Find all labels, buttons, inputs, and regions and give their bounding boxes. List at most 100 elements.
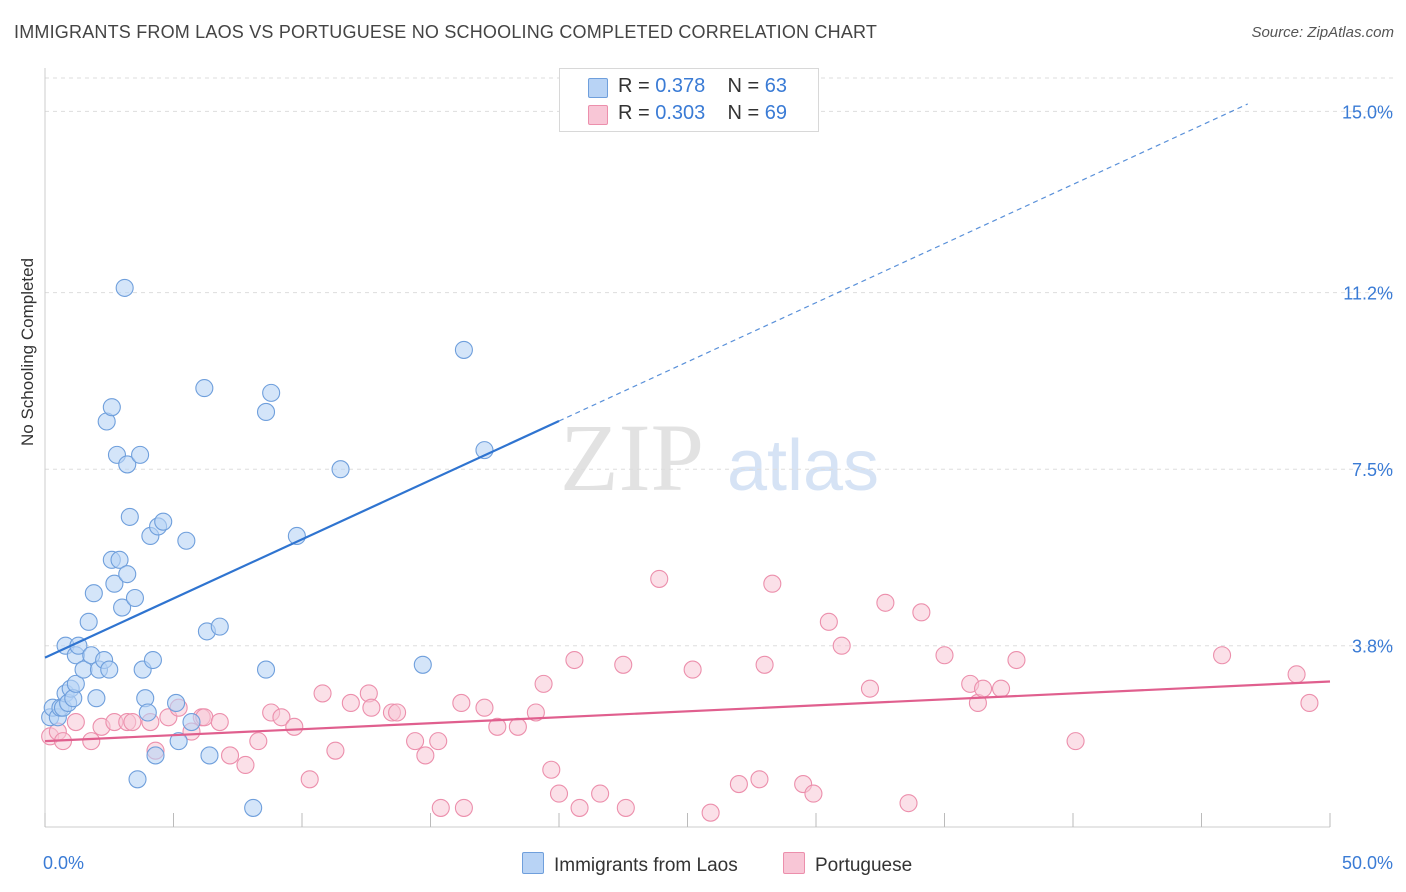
portuguese-point [614, 655, 633, 674]
laos-point [105, 574, 124, 593]
x-tick-label-min: 0.0% [43, 853, 84, 873]
portuguese-point [249, 732, 268, 751]
laos-trend-line [44, 420, 560, 659]
bottom-legend-swatch-blue [522, 852, 544, 874]
laos-point [131, 445, 150, 464]
laos-points [41, 278, 494, 817]
portuguese-point [406, 732, 425, 751]
portuguese-point [272, 708, 291, 727]
laos-point [79, 612, 98, 631]
watermark-zip: ZIP [560, 404, 704, 511]
portuguese-point [508, 717, 527, 736]
y-axis-label: No Schooling Completed [18, 257, 37, 446]
bottom-legend-portuguese: Portuguese [783, 852, 912, 877]
laos-point [138, 703, 157, 722]
portuguese-point [542, 760, 561, 779]
portuguese-point [729, 775, 748, 794]
bottom-legend-laos-label: Immigrants from Laos [554, 855, 738, 876]
axes [44, 68, 1331, 828]
portuguese-point [763, 574, 782, 593]
laos-point [210, 617, 229, 636]
laos-point [154, 512, 173, 531]
laos-point [102, 398, 121, 417]
portuguese-point [1007, 650, 1026, 670]
legend-n-label: N = [727, 102, 760, 124]
portuguese-point [570, 798, 589, 817]
laos-point [118, 565, 137, 584]
watermark: ZIP atlas [560, 404, 879, 511]
laos-point [182, 712, 201, 732]
y-tick-label: 3.8% [1352, 637, 1393, 657]
laos-point [128, 770, 147, 789]
y-tick-label: 7.5% [1352, 460, 1393, 480]
portuguese-point [388, 703, 407, 722]
portuguese-point [416, 746, 435, 765]
portuguese-point [454, 798, 473, 817]
portuguese-point [991, 679, 1011, 698]
portuguese-point [565, 650, 584, 670]
portuguese-point [429, 732, 448, 751]
source-label: Source: ZipAtlas.com [1251, 24, 1394, 41]
legend-n-value: 63 [764, 75, 788, 97]
bottom-legend-portuguese-label: Portuguese [815, 855, 913, 876]
portuguese-point [860, 679, 880, 698]
portuguese-point [876, 593, 895, 612]
laos-point [113, 598, 132, 617]
legend-r-value: 0.303 [655, 102, 706, 124]
laos-point [244, 798, 263, 817]
portuguese-point [326, 741, 345, 760]
bottom-legend-laos: Immigrants from Laos [522, 852, 738, 877]
portuguese-point [804, 784, 823, 803]
laos-point [120, 507, 139, 526]
portuguese-point [616, 798, 635, 817]
portuguese-point [755, 655, 774, 674]
watermark-atlas: atlas [727, 426, 879, 506]
portuguese-point [82, 732, 101, 751]
portuguese-point [66, 712, 85, 732]
laos-point [262, 383, 281, 402]
laos-trend-extension [558, 103, 1249, 422]
y-tick-labels: 3.8% 7.5% 11.2% 15.0% [1342, 102, 1393, 656]
portuguese-point [549, 784, 569, 803]
laos-point [200, 746, 219, 765]
portuguese-point [123, 712, 142, 732]
laos-point [256, 402, 276, 421]
laos-point [146, 746, 165, 765]
grid [45, 77, 1395, 647]
portuguese-point [488, 717, 507, 736]
portuguese-point [1287, 665, 1306, 684]
portuguese-point [220, 746, 240, 765]
portuguese-points [41, 569, 1319, 822]
legend-swatch-blue [588, 78, 608, 98]
legend-r-label: R = [618, 75, 650, 97]
portuguese-point [300, 770, 319, 789]
x-tick-labels: 0.0% 50.0% [43, 853, 1393, 873]
portuguese-point [1066, 732, 1085, 751]
portuguese-point [341, 693, 360, 713]
laos-point [195, 379, 214, 398]
legend-swatch-pink [588, 105, 608, 125]
laos-point [413, 655, 432, 674]
laos-point [331, 460, 350, 479]
portuguese-point [819, 612, 838, 631]
portuguese-point [832, 636, 851, 655]
laos-point [66, 674, 85, 693]
portuguese-point [1300, 693, 1319, 713]
legend-r-label: R = [618, 102, 650, 124]
laos-point [87, 689, 106, 708]
portuguese-point [591, 784, 610, 803]
portuguese-point [313, 684, 332, 703]
laos-point [84, 584, 103, 603]
portuguese-trend-line [44, 680, 1331, 743]
portuguese-point [683, 660, 702, 679]
legend-n-value: 69 [764, 102, 788, 124]
portuguese-point [475, 698, 494, 717]
laos-point [454, 340, 473, 359]
portuguese-point [650, 569, 669, 588]
portuguese-point [452, 693, 471, 713]
legend-n-label: N = [727, 75, 760, 97]
portuguese-point [899, 794, 918, 813]
portuguese-point [935, 646, 954, 665]
legend-row-laos-text: R = 0.378 N = 63 [618, 75, 787, 98]
